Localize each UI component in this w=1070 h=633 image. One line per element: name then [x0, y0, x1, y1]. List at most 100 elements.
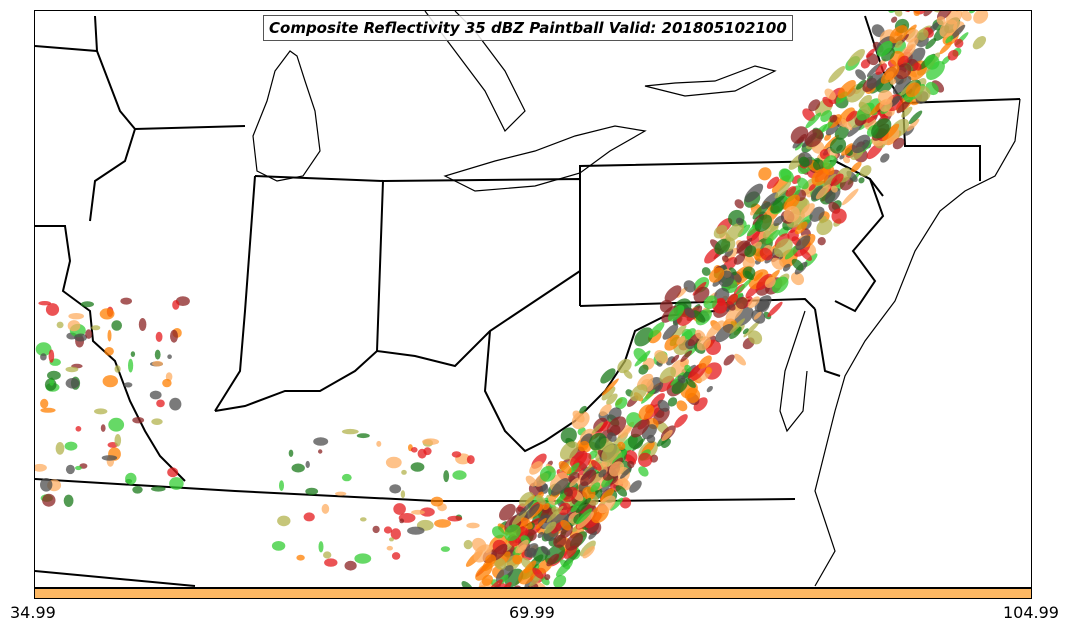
paintball-blob	[906, 37, 919, 50]
paintball-blob	[762, 223, 779, 239]
paintball-blob	[736, 277, 753, 295]
paintball-blob	[407, 526, 425, 535]
paintball-blob	[544, 574, 551, 581]
paintball-blob	[535, 494, 546, 505]
paintball-blob	[40, 398, 49, 409]
paintball-blob	[323, 551, 332, 559]
paintball-blob	[499, 582, 509, 587]
paintball-blob	[892, 76, 912, 95]
paintball-blob	[619, 466, 633, 479]
paintball-blob	[742, 328, 749, 335]
paintball-blob	[569, 477, 579, 488]
paintball-blob	[169, 477, 184, 490]
paintball-blob	[550, 478, 569, 496]
paintball-blob	[279, 480, 284, 491]
paintball-blob	[356, 433, 370, 439]
paintball-blob	[876, 40, 893, 57]
paintball-blob	[393, 503, 406, 515]
paintball-blob	[894, 11, 903, 17]
paintball-blob	[667, 305, 685, 322]
paintball-blob	[75, 465, 82, 471]
paintball-blob	[401, 469, 407, 475]
paintball-blob	[578, 440, 589, 452]
paintball-blob	[782, 263, 791, 272]
paintball-blob	[391, 552, 401, 560]
paintball-blob	[114, 365, 121, 373]
paintball-blob	[599, 403, 612, 417]
paintball-blob	[855, 69, 866, 80]
paintball-blob	[35, 463, 47, 472]
paintball-blob	[924, 54, 940, 70]
paintball-blob	[753, 311, 762, 320]
paintball-blob	[766, 176, 780, 189]
paintball-blob	[632, 437, 646, 452]
paintball-blob	[674, 414, 688, 428]
paintball-blob	[169, 397, 182, 411]
paintball-blob	[698, 355, 712, 369]
paintball-blob	[606, 393, 618, 405]
paintball-blob	[540, 545, 551, 556]
paintball-blob	[783, 194, 800, 211]
paintball-blob	[713, 224, 728, 239]
colorbar	[34, 588, 1032, 599]
paintball-blob	[554, 491, 568, 505]
paintball-blob	[175, 296, 190, 306]
paintball-blob	[706, 320, 724, 339]
paintball-blob	[539, 465, 556, 482]
paintball-blob	[753, 272, 763, 282]
paintball-blob	[399, 518, 405, 524]
paintball-blob	[466, 522, 480, 529]
paintball-blob	[734, 199, 744, 209]
paintball-blob	[155, 331, 163, 342]
paintball-blob	[430, 496, 444, 507]
paintball-blob	[954, 38, 964, 48]
paintball-blob	[65, 378, 80, 389]
paintball-blob	[638, 404, 655, 420]
paintball-blob	[529, 461, 543, 475]
paintball-blob	[708, 267, 725, 283]
paintball-blob	[847, 49, 865, 67]
paintball-blob	[152, 360, 163, 367]
paintball-blob	[659, 366, 677, 384]
paintball-blob	[725, 222, 745, 242]
paintball-blob	[808, 183, 816, 191]
paintball-blob	[841, 143, 854, 156]
paintball-blob	[891, 16, 898, 23]
paintball-blob	[104, 347, 114, 356]
paintball-blob	[154, 349, 161, 360]
paintball-blob	[125, 472, 137, 485]
paintball-blob	[341, 473, 352, 482]
paintball-blob	[576, 511, 594, 529]
paintball-blob	[783, 206, 800, 223]
paintball-blob	[452, 470, 467, 480]
paintball-blob	[463, 539, 473, 550]
paintball-blob	[908, 110, 923, 125]
paintball-blob	[704, 366, 713, 375]
paintball-blob	[923, 11, 934, 17]
paintball-blob	[950, 24, 966, 40]
paintball-blob	[629, 480, 642, 493]
paintball-blob	[555, 559, 574, 577]
paintball-blob	[447, 515, 463, 522]
paintball-blob	[321, 503, 330, 514]
paintball-blob	[515, 539, 529, 554]
paintball-blob	[341, 428, 359, 435]
paintball-blob	[485, 554, 497, 566]
paintball-blob	[892, 137, 905, 150]
paintball-blob	[544, 497, 557, 510]
paintball-blob	[744, 245, 757, 258]
paintball-blob	[765, 229, 780, 244]
paintball-blob	[525, 475, 537, 487]
paintball-blob	[685, 378, 696, 389]
paintball-blob	[592, 421, 604, 434]
paintball-blob	[546, 505, 564, 523]
paintball-blob	[620, 426, 633, 439]
paintball-blob	[156, 399, 165, 408]
paintball-blob	[817, 237, 826, 246]
paintball-blob	[495, 565, 514, 583]
paintball-blob	[901, 106, 913, 118]
paintball-blob	[735, 297, 748, 310]
paintball-blob	[627, 460, 635, 469]
paintball-blob	[151, 486, 166, 492]
paintball-blob	[590, 460, 602, 471]
